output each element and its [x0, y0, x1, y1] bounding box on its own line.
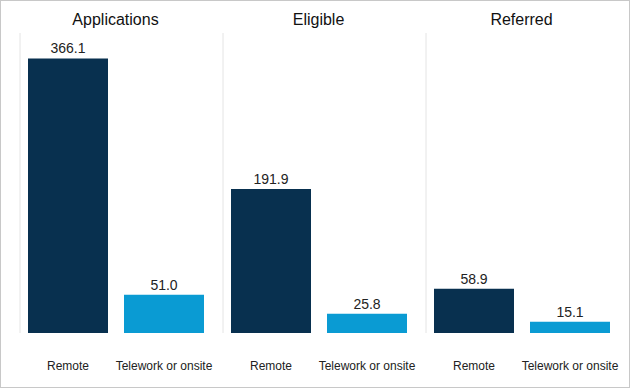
html-text:Eligible: Eligible [292, 11, 345, 28]
svg-text:Telework or onsite: Telework or onsite [319, 359, 416, 373]
svg-text:191.9: 191.9 [253, 171, 288, 187]
svg-text:366.1: 366.1 [50, 40, 85, 56]
svg-text:Telework or onsite: Telework or onsite [522, 359, 619, 373]
html-text:Applications: Applications [72, 11, 159, 28]
svg-text:58.9: 58.9 [460, 271, 487, 287]
svg-text:Telework or onsite: Telework or onsite [116, 359, 213, 373]
svg-text:Remote: Remote [47, 359, 89, 373]
svg-text:Remote: Remote [453, 359, 495, 373]
svg-text:15.1: 15.1 [556, 304, 583, 320]
svg-text:25.8: 25.8 [353, 296, 380, 312]
html-text:Referred: Referred [490, 11, 553, 28]
svg-text:Remote: Remote [250, 359, 292, 373]
svg-text:51.0: 51.0 [150, 277, 177, 293]
